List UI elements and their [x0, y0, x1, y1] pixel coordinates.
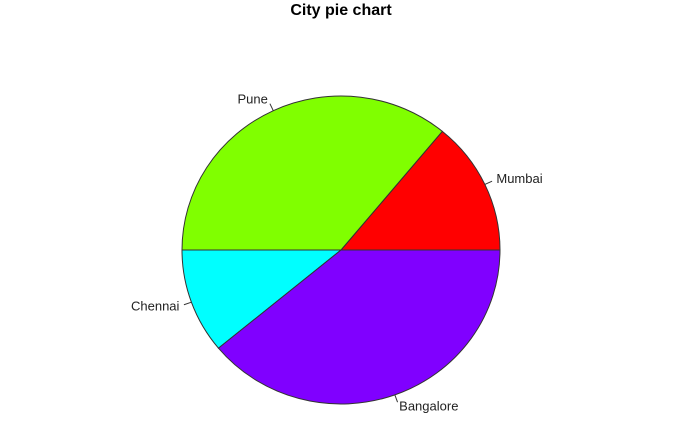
pie-slice-mumbai: [339, 130, 501, 251]
slice-label-mumbai: Mumbai: [496, 171, 542, 186]
label-leaders: [183, 103, 493, 403]
pie-slice-pune: [181, 95, 444, 251]
leader-line-bangalore: [394, 394, 399, 403]
slice-labels: Mumbai Pune Chennai Bangalore: [131, 92, 543, 414]
leader-line-pune: [269, 103, 274, 111]
pie-slices: [181, 95, 501, 405]
leader-line-chennai: [183, 301, 192, 306]
pie-slice-bangalore: [217, 249, 501, 405]
leader-line-mumbai: [484, 180, 493, 185]
slice-label-chennai: Chennai: [131, 298, 180, 313]
slice-label-pune: Pune: [238, 92, 268, 107]
chart-title: City pie chart: [290, 2, 392, 19]
pie-slice-chennai: [181, 249, 343, 349]
slice-label-bangalore: Bangalore: [399, 398, 458, 413]
